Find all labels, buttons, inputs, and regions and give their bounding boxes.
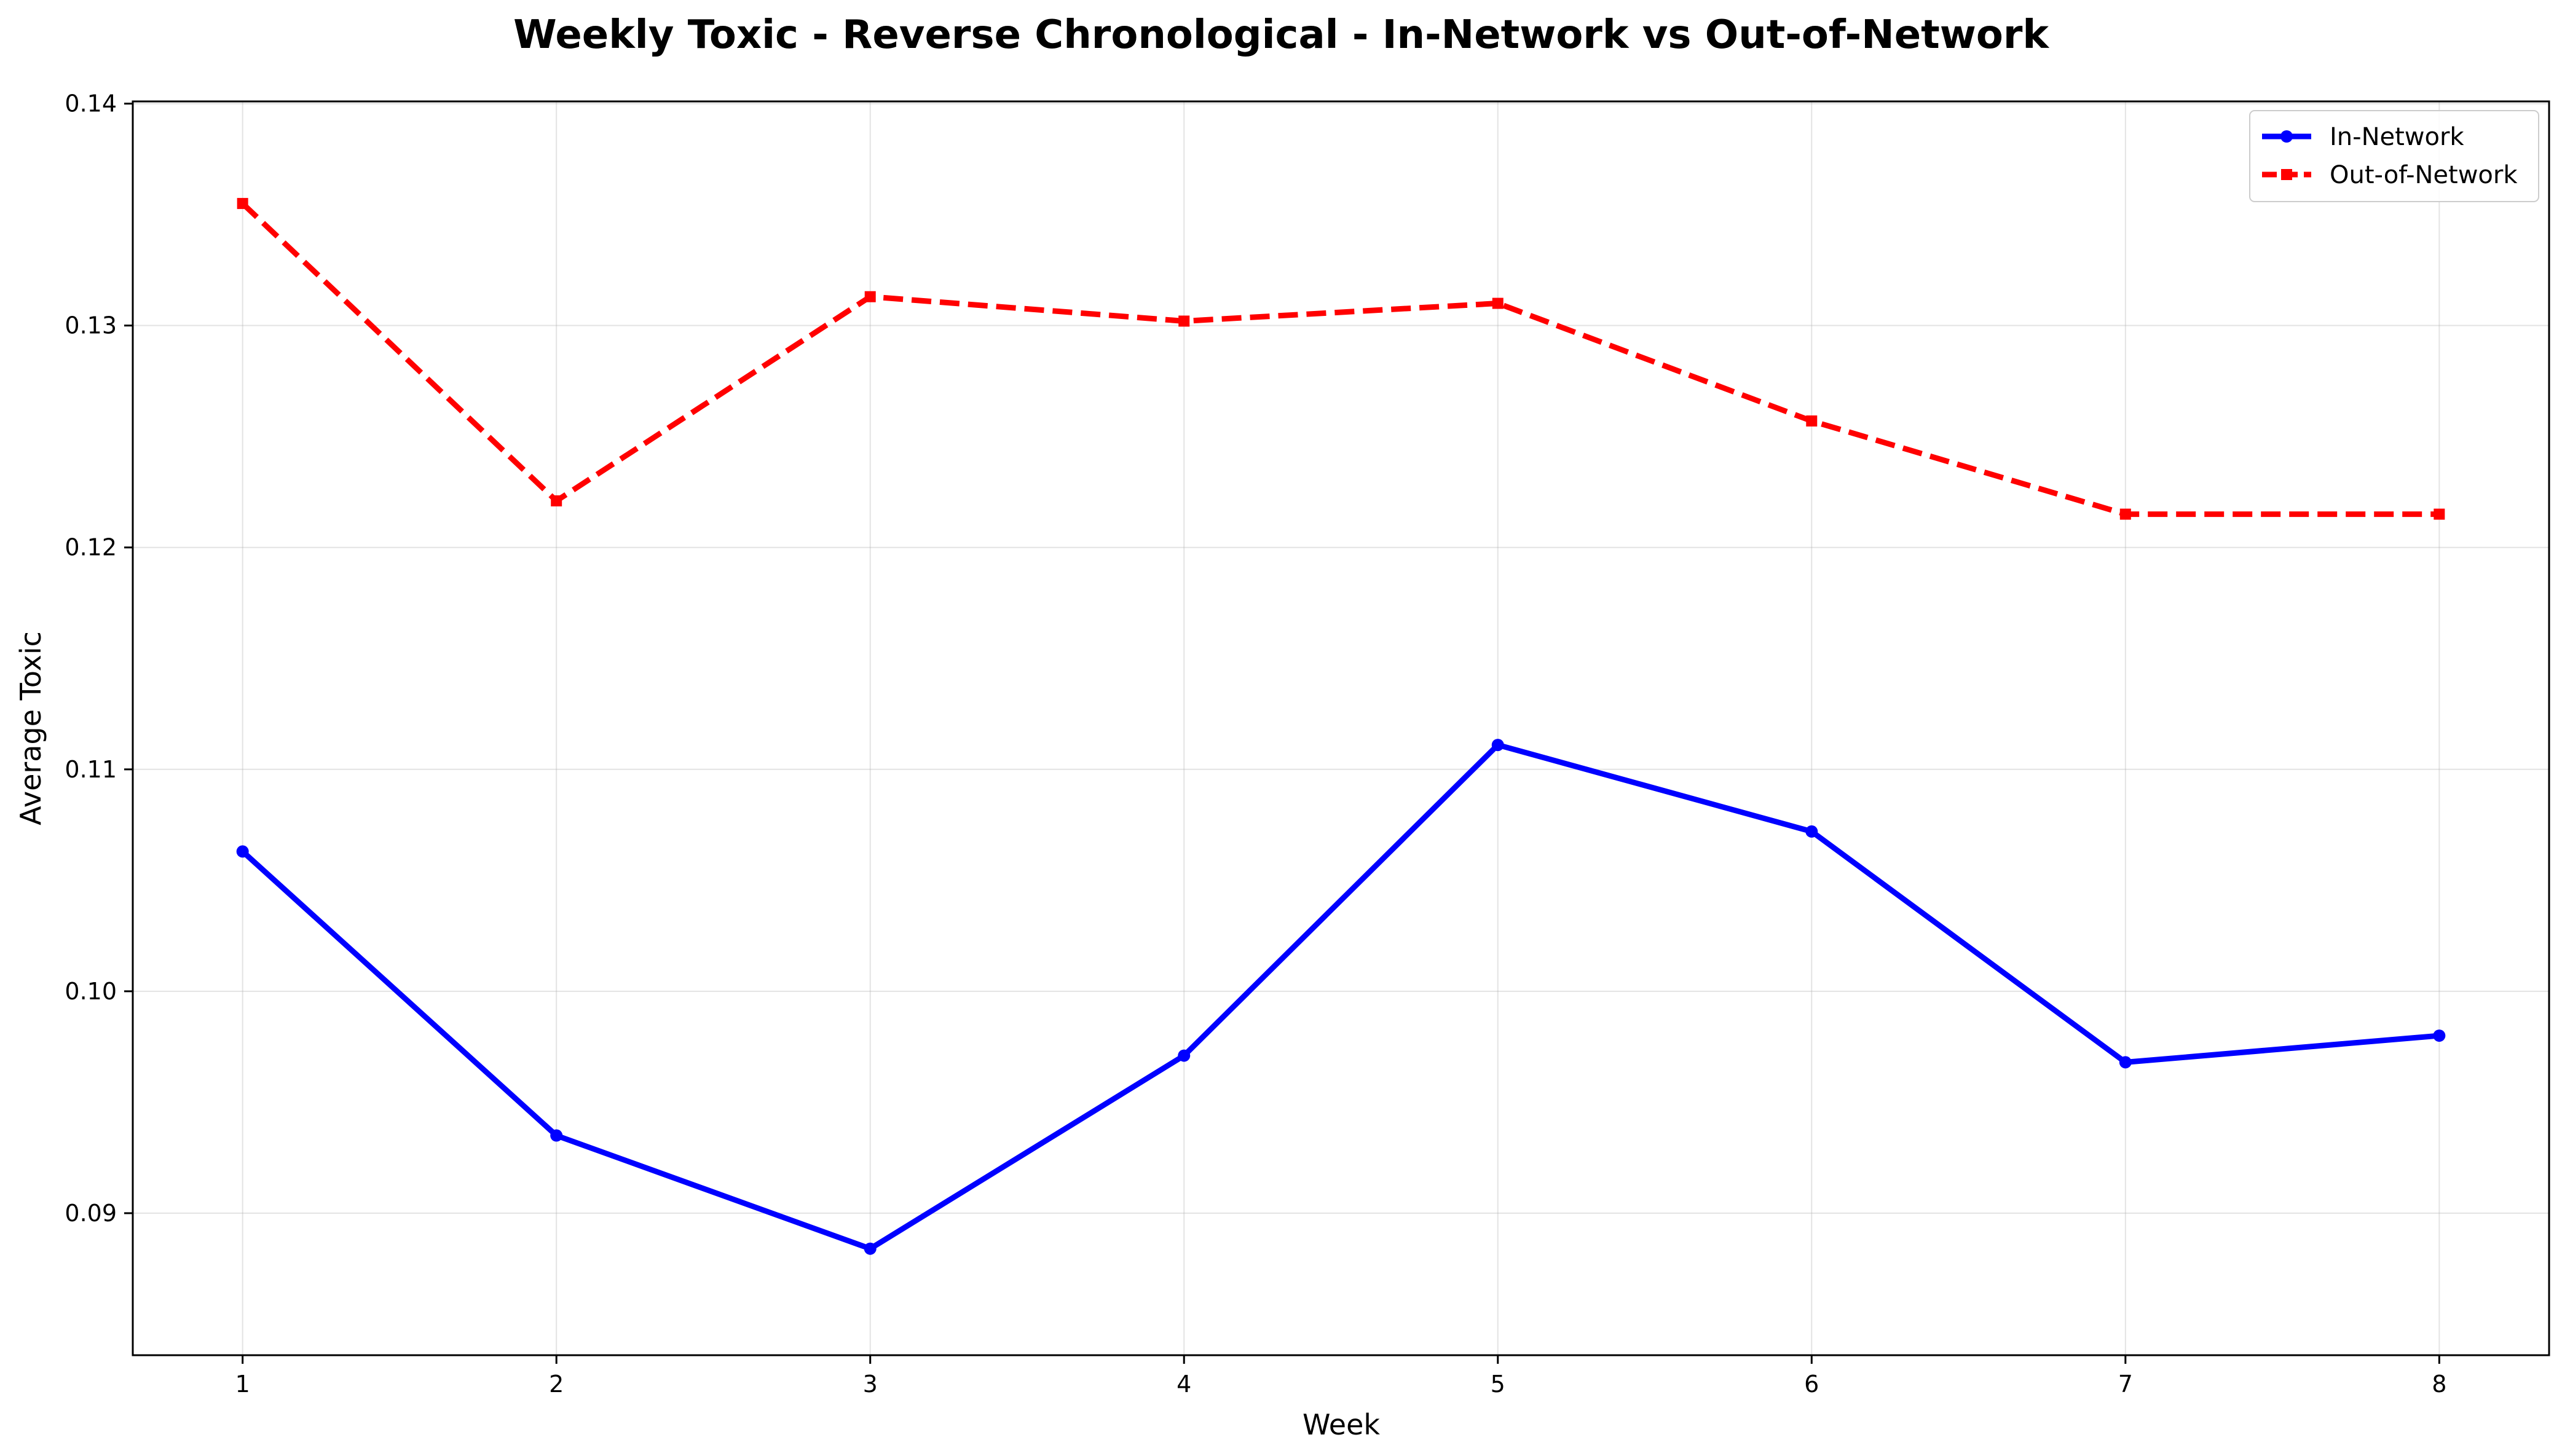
data-point: [1492, 297, 1504, 309]
data-point: [1178, 1049, 1191, 1062]
series-out-of-network: [237, 198, 2445, 520]
data-point: [237, 198, 248, 210]
legend-box: [2249, 110, 2539, 202]
data-point: [2119, 508, 2131, 520]
data-point: [2433, 1029, 2446, 1042]
y-tick-label: 0.11: [65, 756, 117, 783]
x-tick-label: 3: [863, 1371, 878, 1398]
x-tick-label: 7: [2118, 1371, 2133, 1398]
data-point: [1805, 825, 1818, 838]
data-point: [864, 1242, 877, 1255]
data-point: [236, 845, 249, 858]
legend-label: In-Network: [2330, 123, 2464, 151]
y-tick-label: 0.13: [65, 312, 117, 339]
plot-frame: [132, 100, 2550, 1356]
x-axis: 1 2 3 4 5 6 7 8: [235, 1355, 2446, 1398]
x-axis-label: Week: [1303, 1408, 1380, 1441]
legend-entries: In-Network Out-of-Network: [2262, 123, 2518, 189]
series-line-out-of-network: [240, 201, 2440, 517]
y-tick-label: 0.10: [65, 978, 117, 1005]
y-axis-label: Average Toxic: [14, 631, 47, 825]
chart-title: Weekly Toxic - Reverse Chronological - I…: [513, 12, 2049, 58]
legend: In-Network Out-of-Network: [2249, 110, 2539, 202]
y-tick-label: 0.12: [65, 534, 117, 561]
x-tick-label: 8: [2432, 1371, 2446, 1398]
data-point: [2434, 508, 2445, 520]
x-tick-label: 1: [235, 1371, 250, 1398]
data-point: [864, 291, 876, 302]
data-point: [2119, 1056, 2132, 1069]
data-point: [550, 1129, 563, 1142]
legend-entry-out-of-network: Out-of-Network: [2262, 161, 2518, 189]
legend-entry-in-network: In-Network: [2262, 123, 2464, 151]
data-point: [1491, 739, 1504, 752]
y-tick-label: 0.14: [65, 90, 117, 117]
data-point: [1806, 415, 1818, 427]
x-tick-label: 4: [1177, 1371, 1191, 1398]
grid: [133, 101, 2549, 1355]
series-layer: [236, 198, 2446, 1255]
legend-label: Out-of-Network: [2330, 161, 2518, 189]
series-line-in-network: [240, 742, 2440, 1252]
legend-marker: [2280, 130, 2293, 143]
y-axis: 0.09 0.10 0.11 0.12 0.13 0.14: [65, 90, 133, 1227]
x-tick-label: 2: [549, 1371, 564, 1398]
data-point: [551, 495, 562, 506]
series-in-network: [236, 739, 2446, 1255]
y-tick-label: 0.09: [65, 1200, 117, 1227]
legend-marker: [2281, 169, 2292, 180]
x-tick-label: 5: [1491, 1371, 1505, 1398]
x-tick-label: 6: [1804, 1371, 1819, 1398]
data-point: [1178, 315, 1190, 327]
